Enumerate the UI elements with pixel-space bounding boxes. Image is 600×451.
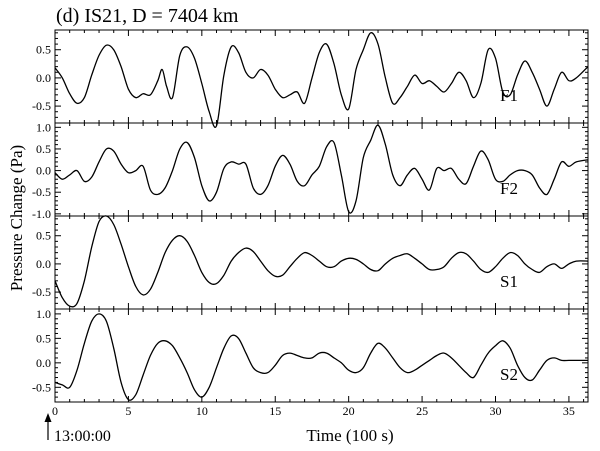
panel-label: F1 (500, 86, 518, 105)
series-line-s1 (54, 215, 589, 308)
series-line-f2 (54, 124, 589, 214)
panel-label: S2 (500, 365, 518, 384)
y-tick-label: -0.5 (32, 380, 51, 394)
panels: -0.5 0.0 0.5 F1 -1.0 -0.5 0.0 0.5 1.0 F2 -0.5 0.0 0.… (32, 29, 589, 418)
y-tick-label: 0.0 (36, 164, 51, 178)
panel-frame (54, 29, 589, 124)
panel-frame (54, 122, 589, 217)
y-tick-label: 1.0 (36, 307, 51, 321)
panel-f1: -0.5 0.0 0.5 F1 (32, 29, 589, 128)
series-line-s2 (54, 313, 588, 401)
panel-s2: -0.5 0.0 0.5 1.0 S2 (32, 307, 589, 403)
y-tick-label: -1.0 (32, 207, 51, 221)
x-tick-label: 25 (416, 404, 428, 418)
x-tick-label: 10 (196, 404, 208, 418)
y-tick-label: -0.5 (32, 99, 51, 113)
y-tick-label: 0.5 (36, 142, 51, 156)
start-arrow-head (44, 413, 52, 422)
y-tick-label: 1.0 (36, 120, 51, 134)
y-tick-label: 0.0 (36, 257, 51, 271)
y-tick-label: 0.5 (36, 43, 51, 57)
x-axis-label: Time (100 s) (306, 426, 393, 445)
series-line-f1 (54, 32, 589, 128)
y-tick-label: 0.5 (36, 331, 51, 345)
chart-title: (d) IS21, D = 7404 km (56, 5, 239, 27)
panel-label: S1 (500, 272, 518, 291)
y-tick-label: -0.5 (32, 185, 51, 199)
x-tick-label: 30 (489, 404, 501, 418)
x-tick-label: 35 (563, 404, 575, 418)
x-tick-label: 20 (343, 404, 355, 418)
start-time-label: 13:00:00 (54, 428, 111, 445)
y-tick-label: 0.5 (36, 229, 51, 243)
panel-frame (54, 308, 589, 403)
y-axis-label: Pressure Change (Pa) (7, 145, 26, 291)
y-tick-label: -0.5 (32, 285, 51, 299)
panel-label: F2 (500, 179, 518, 198)
x-tick-label: 0 (52, 404, 58, 418)
y-tick-label: 0.0 (36, 356, 51, 370)
x-tick-label: 5 (125, 404, 131, 418)
panel-f2: -1.0 -0.5 0.0 0.5 1.0 F2 (32, 120, 589, 221)
panel-s1: -0.5 0.0 0.5 S1 (32, 215, 589, 310)
y-tick-label: 0.0 (36, 71, 51, 85)
x-tick-label: 15 (269, 404, 281, 418)
